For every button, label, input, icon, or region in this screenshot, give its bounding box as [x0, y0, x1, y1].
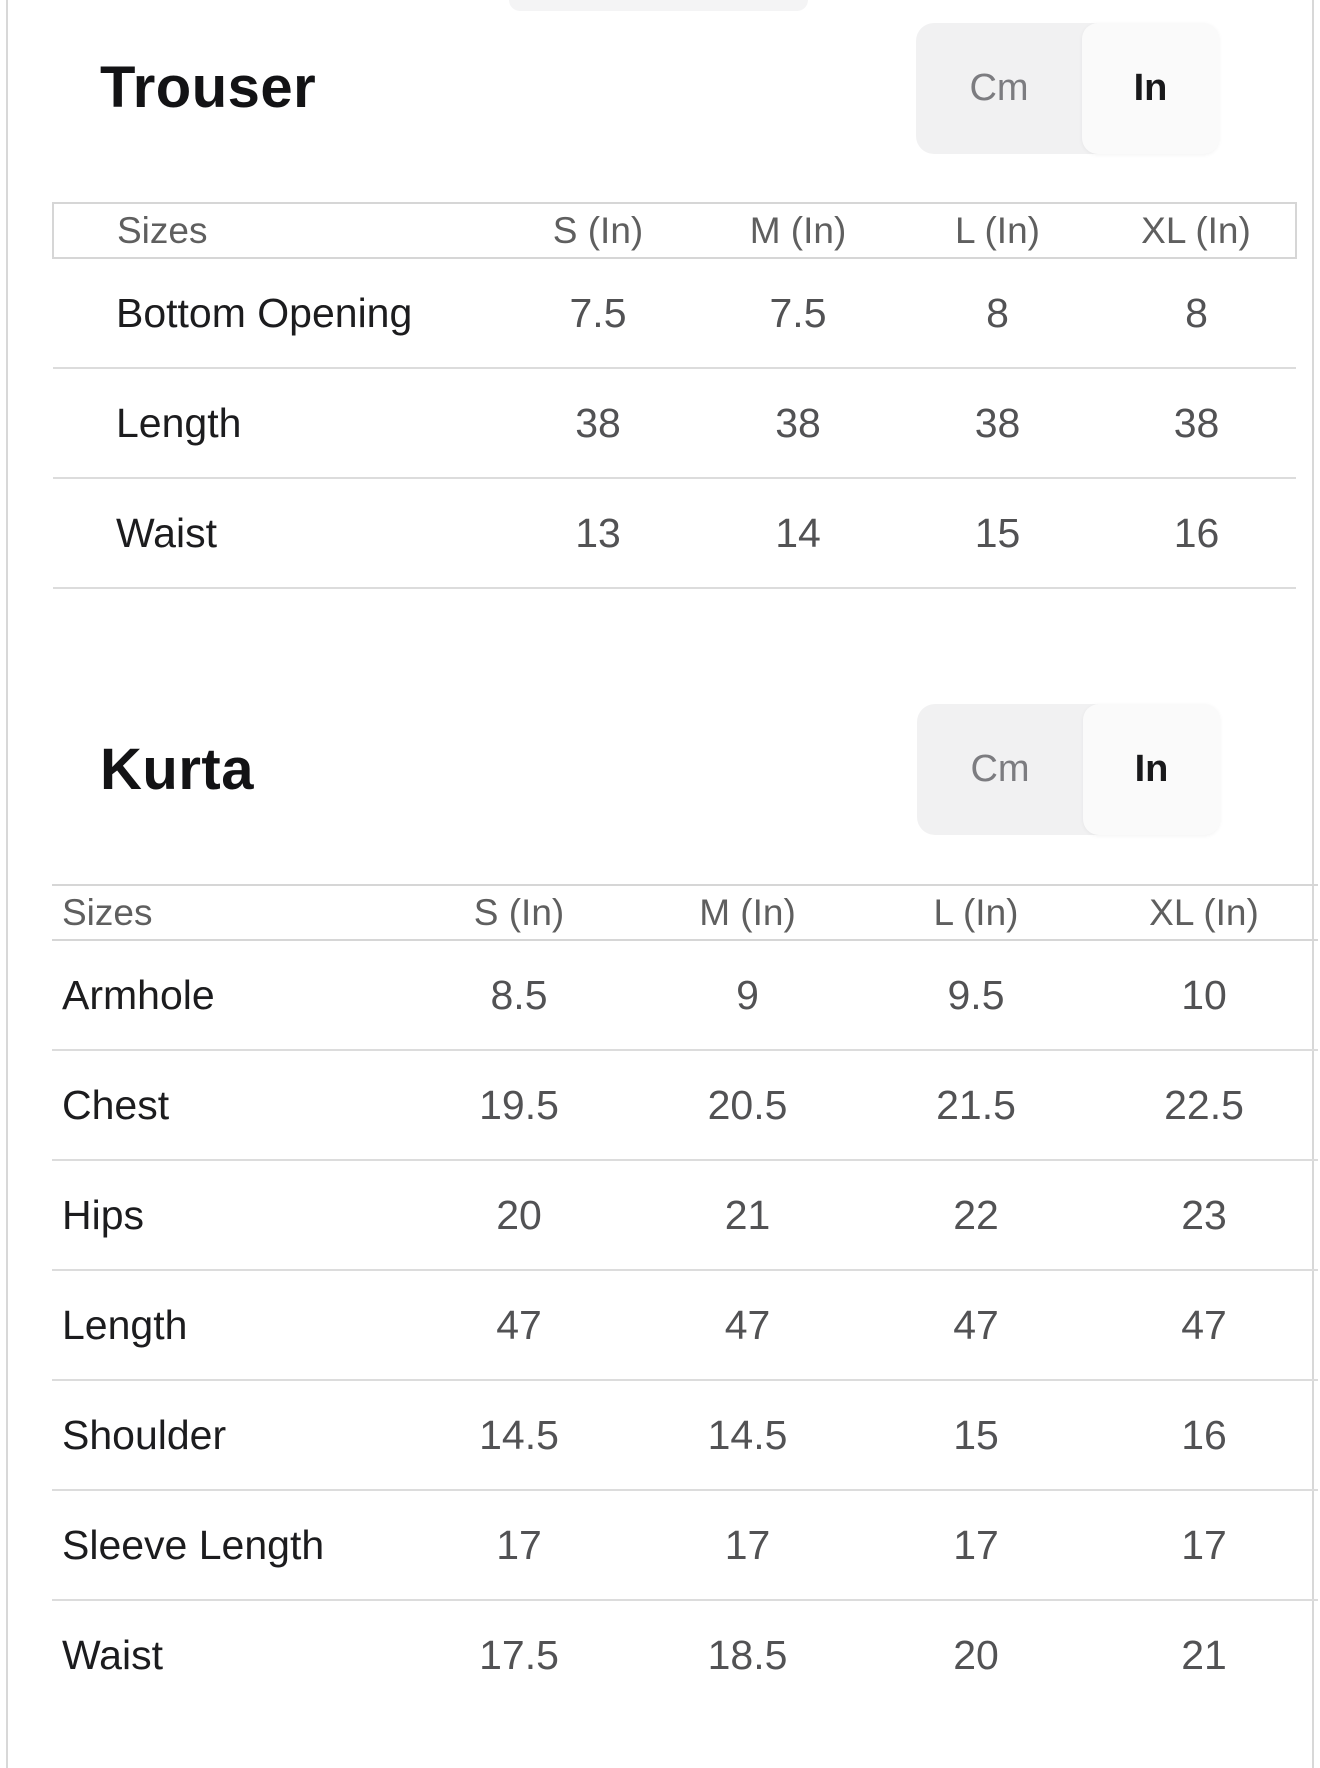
- size-value: 13: [498, 478, 698, 589]
- size-value: 7.5: [498, 258, 698, 369]
- size-value: 20.5: [633, 1050, 862, 1161]
- table-row: Waist 17.5 18.5 20 21: [52, 1600, 1318, 1709]
- size-value: 18.5: [707, 1631, 788, 1678]
- column-header-l: L (In): [898, 202, 1097, 259]
- size-value: 14: [698, 478, 898, 589]
- column-header-xl: XL (In): [1097, 202, 1297, 259]
- size-value: 14.5: [405, 1380, 633, 1491]
- size-value: 47: [633, 1270, 862, 1381]
- size-value: 8: [1097, 258, 1296, 369]
- size-value: 47: [862, 1270, 1090, 1381]
- size-value: 10: [1090, 940, 1318, 1051]
- row-label: Bottom Opening: [53, 258, 498, 369]
- panel-left-edge: [6, 0, 8, 1768]
- column-header-sizes: Sizes: [52, 202, 498, 259]
- size-value: 17: [862, 1490, 1090, 1601]
- row-label: Chest: [52, 1050, 405, 1161]
- size-value: 21: [633, 1160, 862, 1271]
- size-value: 16: [1090, 1380, 1318, 1491]
- size-value: 19.5: [405, 1050, 633, 1161]
- size-value: 20: [953, 1631, 999, 1678]
- table-row: Waist 13 14 15 16: [53, 478, 1296, 589]
- size-value: 38: [1097, 368, 1296, 479]
- table-row: Hips 20 21 22 23: [52, 1160, 1318, 1271]
- table-row: Bottom Opening 7.5 7.5 8 8: [53, 258, 1296, 369]
- size-value: 38: [498, 368, 698, 479]
- table-row: Armhole 8.5 9 9.5 10: [52, 940, 1318, 1051]
- kurta-in-button[interactable]: In: [1083, 704, 1220, 835]
- size-value: 22: [862, 1160, 1090, 1271]
- section-title-kurta: Kurta: [100, 737, 254, 802]
- size-value: 15: [898, 478, 1097, 589]
- size-value: 7.5: [698, 258, 898, 369]
- column-header-sizes: Sizes: [52, 884, 405, 941]
- trouser-unit-toggle[interactable]: Cm In: [916, 23, 1219, 154]
- cutoff-toggle-remnant: [509, 0, 808, 11]
- size-value: 8: [898, 258, 1097, 369]
- row-label: Shoulder: [52, 1380, 405, 1491]
- kurta-size-table: Sizes S (In) M (In) L (In) XL (In) Armho…: [52, 884, 1318, 1709]
- row-label: Waist: [53, 478, 498, 589]
- size-value: 17.5: [479, 1631, 559, 1678]
- row-label: Length: [52, 1270, 405, 1381]
- table-header-row: Sizes S (In) M (In) L (In) XL (In): [52, 884, 1318, 941]
- trouser-cm-button[interactable]: Cm: [916, 23, 1082, 154]
- size-value: 14.5: [633, 1380, 862, 1491]
- row-label: Length: [53, 368, 498, 479]
- table-header-row: Sizes S (In) M (In) L (In) XL (In): [52, 202, 1297, 259]
- trouser-size-table: Sizes S (In) M (In) L (In) XL (In) Botto…: [52, 202, 1297, 589]
- column-header-m: M (In): [633, 884, 862, 941]
- size-value: 17: [633, 1490, 862, 1601]
- column-header-l: L (In): [862, 884, 1090, 941]
- size-value: 38: [898, 368, 1097, 479]
- size-value: 47: [1090, 1270, 1318, 1381]
- table-row: Length 38 38 38 38: [53, 368, 1296, 479]
- size-value: 23: [1090, 1160, 1318, 1271]
- size-value: 47: [405, 1270, 633, 1381]
- size-value: 21.5: [862, 1050, 1090, 1161]
- size-value: 20: [405, 1160, 633, 1271]
- trouser-in-button[interactable]: In: [1082, 23, 1219, 154]
- size-value: 8.5: [405, 940, 633, 1051]
- table-row: Sleeve Length 17 17 17 17: [52, 1490, 1318, 1601]
- column-header-s: S (In): [498, 202, 698, 259]
- size-value: 9: [633, 940, 862, 1051]
- kurta-cm-button[interactable]: Cm: [917, 704, 1083, 835]
- size-value: 38: [698, 368, 898, 479]
- size-value: 16: [1097, 478, 1296, 589]
- column-header-s: S (In): [405, 884, 633, 941]
- section-title-trouser: Trouser: [100, 55, 317, 120]
- panel-right-edge: [1312, 0, 1314, 1768]
- row-label: Hips: [52, 1160, 405, 1271]
- row-label: Waist: [62, 1631, 163, 1678]
- row-label: Armhole: [52, 940, 405, 1051]
- table-row: Length 47 47 47 47: [52, 1270, 1318, 1381]
- kurta-unit-toggle[interactable]: Cm In: [917, 704, 1220, 835]
- size-value: 17: [1090, 1490, 1318, 1601]
- size-value: 17: [405, 1490, 633, 1601]
- table-row: Shoulder 14.5 14.5 15 16: [52, 1380, 1318, 1491]
- column-header-xl: XL (In): [1090, 884, 1318, 941]
- size-value: 15: [862, 1380, 1090, 1491]
- column-header-m: M (In): [698, 202, 898, 259]
- row-label: Sleeve Length: [52, 1490, 405, 1601]
- size-value: 9.5: [862, 940, 1090, 1051]
- size-value: 22.5: [1090, 1050, 1318, 1161]
- table-row: Chest 19.5 20.5 21.5 22.5: [52, 1050, 1318, 1161]
- size-value: 21: [1181, 1631, 1227, 1678]
